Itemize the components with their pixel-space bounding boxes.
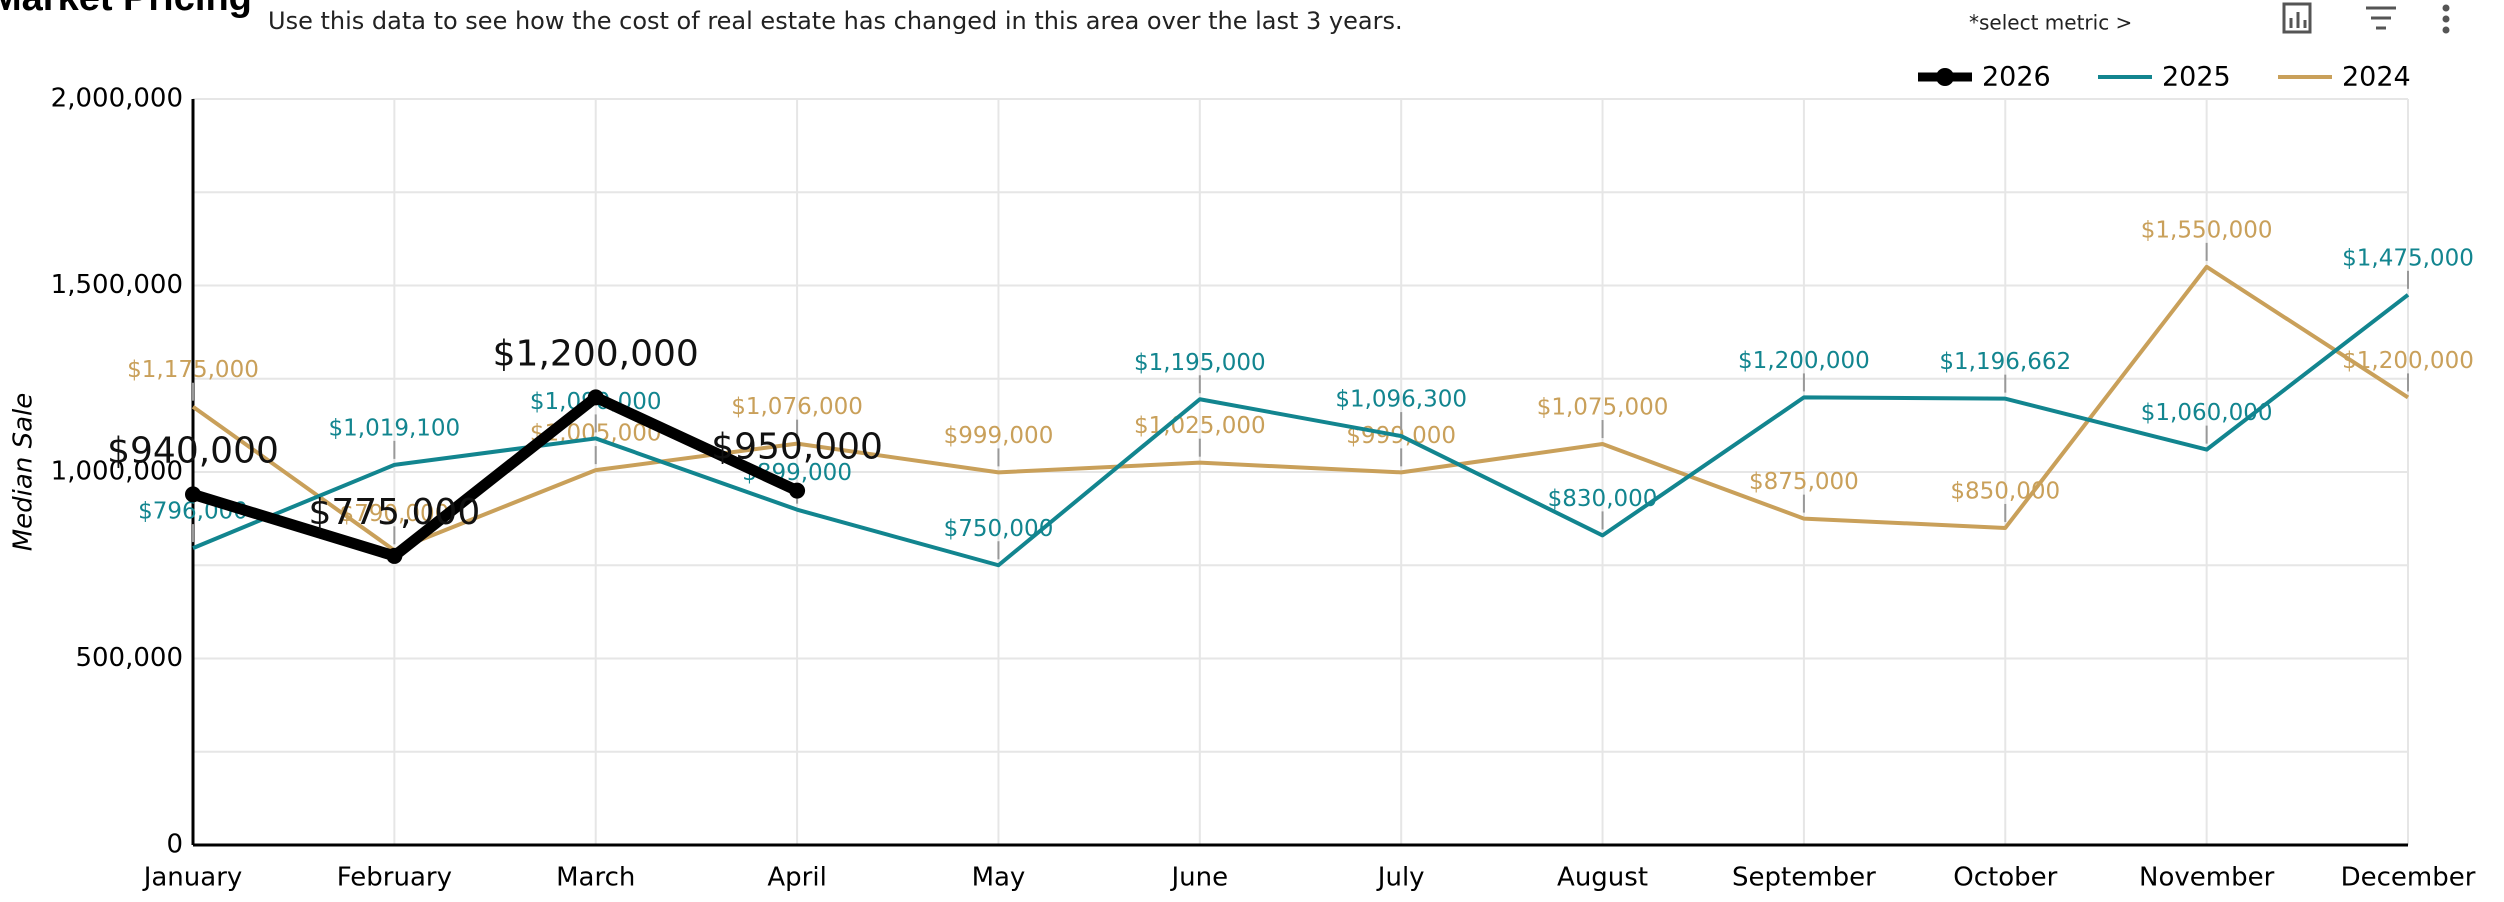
x-tick-label: October [1953,863,2057,893]
legend-label: 2024 [2342,62,2411,93]
data-label: $1,550,000 [2141,217,2273,243]
x-tick-label: January [142,863,243,893]
series-line [191,391,800,562]
data-label: $850,000 [1950,478,2060,504]
y-tick-label: 0 [166,830,183,860]
legend-marker [1936,68,1954,86]
x-tick-label: June [1170,863,1229,893]
data-label: $1,200,000 [493,333,699,374]
data-label: $1,076,000 [731,394,863,420]
y-axis-label: Median Sale [9,393,39,552]
series-line [192,293,2410,568]
x-tick-label: March [556,863,635,893]
data-label: $775,000 [308,492,480,533]
x-tick-label: July [1376,863,1425,893]
data-label: $1,200,000 [2342,348,2474,374]
data-label: $1,195,000 [1134,350,1266,376]
legend-item: 2024 [2278,62,2411,93]
data-label: $1,060,000 [2141,400,2273,426]
y-tick-label: 1,000,000 [51,457,183,487]
series-line [191,264,2410,553]
x-tick-label: April [767,863,826,893]
x-tick-label: February [337,863,452,893]
legend-label: 2026 [1982,62,2051,93]
data-label: $1,019,100 [329,415,461,441]
point [185,486,201,503]
x-tick-label: May [972,863,1026,893]
point [386,547,403,564]
x-tick-label: September [1732,863,1876,893]
data-label: $830,000 [1548,486,1658,512]
x-tick-label: August [1557,863,1648,893]
data-label: $1,075,000 [1537,395,1669,421]
data-label: $1,175,000 [127,357,259,383]
y-tick-label: 1,500,000 [51,270,183,300]
data-label: $940,000 [107,430,279,471]
x-tick-label: December [2341,863,2476,893]
legend-label: 2025 [2162,62,2231,93]
data-label: $875,000 [1749,469,1859,495]
data-label: $1,096,300 [1335,387,1467,413]
legend-item: 2025 [2098,62,2231,93]
point [789,482,806,499]
filter-icon[interactable] [2366,6,2396,30]
chart-title: Market Pricing [0,0,252,19]
data-label: $750,000 [944,516,1054,542]
chart-icon[interactable] [2282,2,2312,34]
y-tick-label: 500,000 [75,643,183,673]
y-tick-label: 2,000,000 [51,84,183,114]
point [587,389,604,406]
data-label: $1,475,000 [2342,245,2474,271]
more-icon[interactable] [2442,4,2450,34]
data-label: $1,200,000 [1738,348,1870,374]
data-label: $950,000 [711,427,883,468]
legend-item: 2026 [1918,62,2051,93]
data-label: $1,196,662 [1939,349,2071,375]
x-tick-label: November [2139,863,2275,893]
data-label: $999,000 [944,423,1054,449]
subtitle: Use this data to see how the cost of rea… [268,7,1403,35]
metric-selector[interactable]: *select metric > [1969,11,2132,35]
